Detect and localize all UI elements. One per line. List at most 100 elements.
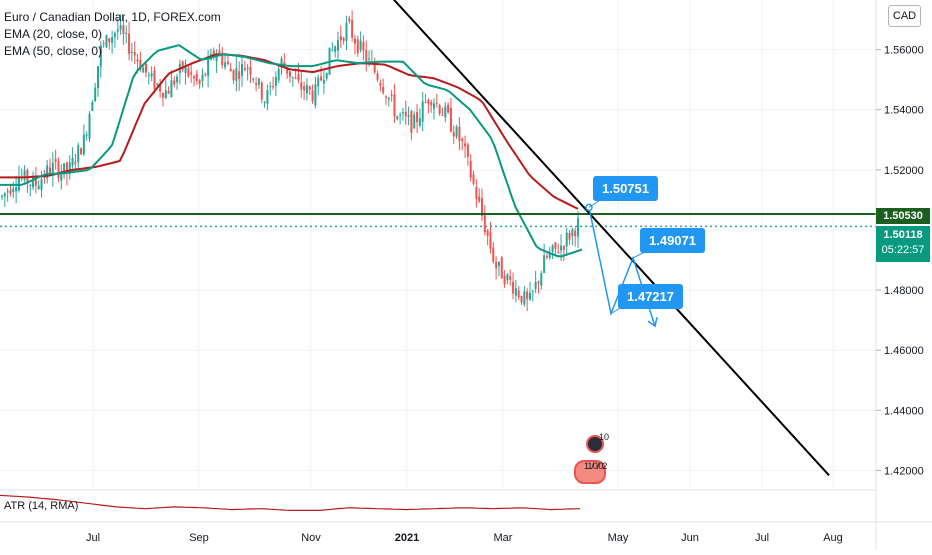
candle-body	[51, 162, 54, 176]
candle-body	[263, 102, 266, 104]
candle-body	[506, 274, 509, 281]
candle-body	[198, 80, 201, 85]
candle-body	[105, 35, 108, 48]
candle-body	[447, 104, 450, 113]
y-tick-label: 1.44000	[884, 405, 924, 417]
candle-body	[34, 176, 37, 186]
candle-body	[574, 230, 577, 237]
candle-body	[224, 62, 227, 68]
drawings	[0, 0, 876, 476]
candle-body	[545, 256, 548, 258]
callout-2[interactable]: 1.49071	[640, 228, 705, 253]
candle-body	[161, 92, 164, 98]
last-price-tag: 1.50118 05:22:57	[876, 226, 930, 262]
ema50-line	[0, 53, 579, 210]
x-tick-label: Sep	[189, 532, 209, 544]
candle-body	[393, 94, 396, 117]
x-tick-label: 2021	[395, 532, 419, 544]
candle-body	[401, 112, 404, 114]
candle-body	[130, 51, 133, 53]
candle-body	[17, 177, 20, 191]
x-tick-label: Jun	[681, 532, 699, 544]
legend-ema50[interactable]: EMA (50, close, 0)	[4, 44, 103, 58]
candle-body	[303, 86, 306, 91]
candle-body	[32, 176, 35, 188]
x-tick-label: Mar	[494, 532, 513, 544]
candle-body	[229, 68, 232, 72]
candle-body	[455, 126, 458, 137]
candle-body	[128, 33, 131, 54]
candle-body	[249, 66, 252, 75]
candle-body	[424, 101, 427, 103]
candle-body	[54, 158, 57, 162]
legend-atr[interactable]: ATR (14, RMA)	[4, 500, 79, 512]
candle-body	[385, 96, 387, 98]
event-icon-bottom[interactable]	[574, 460, 606, 484]
candle-body	[497, 261, 500, 267]
candle-body	[568, 232, 571, 240]
event-icon-top[interactable]	[586, 435, 604, 453]
legend-symbol[interactable]: Euro / Canadian Dollar, 1D, FOREX.com	[4, 10, 221, 24]
candle-body	[9, 189, 12, 194]
candle-body	[29, 185, 32, 187]
candle-body	[382, 86, 385, 93]
x-tick-label: Jul	[755, 532, 769, 544]
candle-body	[201, 74, 204, 82]
candle-body	[379, 82, 382, 86]
candle-body	[274, 76, 277, 86]
candle-body	[207, 59, 210, 77]
candle-body	[320, 76, 323, 81]
event-icon-group[interactable]: 10 11/0/02	[572, 432, 612, 484]
candle-body	[475, 186, 478, 199]
candle-body	[94, 87, 97, 102]
candle-body	[113, 32, 116, 38]
candle-body	[108, 38, 111, 43]
trendline	[392, 0, 830, 476]
candle-body	[246, 67, 249, 70]
candle-body	[577, 218, 579, 237]
candle-body	[235, 68, 238, 81]
candle-body	[500, 257, 503, 279]
candle-body	[314, 84, 317, 106]
callout-1[interactable]: 1.50751	[593, 176, 658, 201]
callout-pointer	[588, 199, 601, 208]
candle-body	[469, 160, 472, 178]
candle-body	[348, 18, 351, 22]
candle-body	[280, 58, 283, 67]
candle-body	[215, 53, 218, 62]
x-tick-label: Aug	[823, 532, 843, 544]
candle-body	[156, 83, 159, 86]
candle-body	[368, 58, 371, 60]
bar-countdown: 05:22:57	[881, 244, 925, 256]
callout-3[interactable]: 1.47217	[618, 284, 683, 309]
y-tick-label: 1.56000	[884, 45, 924, 57]
y-tick-label: 1.42000	[884, 465, 924, 477]
candle-body	[331, 49, 334, 51]
candle-body	[433, 103, 435, 109]
x-tick-label: Nov	[301, 532, 321, 544]
x-tick-label: Jul	[86, 532, 100, 544]
candle-body	[334, 46, 337, 52]
candle-body	[543, 255, 546, 274]
candle-body	[421, 101, 424, 122]
candle-body	[167, 90, 170, 94]
candle-body	[125, 32, 128, 34]
candle-body	[289, 71, 291, 77]
candle-body	[184, 66, 187, 73]
candle-body	[190, 72, 193, 75]
candle-body	[495, 261, 498, 269]
candle-body	[74, 162, 77, 164]
candle-body	[181, 61, 184, 70]
candle-body	[241, 63, 243, 76]
y-tick-label: 1.54000	[884, 105, 924, 117]
candle-body	[416, 111, 419, 123]
candle-body	[23, 170, 26, 180]
currency-button[interactable]: CAD	[888, 5, 921, 27]
candle-body	[291, 76, 294, 78]
candle-body	[212, 50, 215, 58]
legend-ema20[interactable]: EMA (20, close, 0)	[4, 27, 103, 41]
event-icon-bottom-label: 11/0/02	[584, 461, 607, 471]
